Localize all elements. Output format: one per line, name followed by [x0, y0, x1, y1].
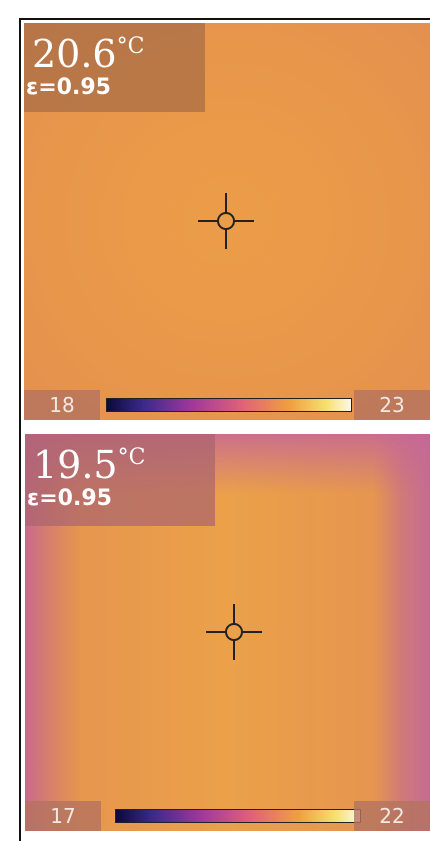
- thermal-image: 19.5°C ε=0.95 17 22: [25, 434, 430, 831]
- color-bar: [106, 398, 352, 412]
- emissivity: ε=0.95: [26, 75, 111, 100]
- unit: °C: [117, 34, 145, 59]
- color-bar: [115, 809, 361, 823]
- page: {"panels": [ {"temperature": "20.6", "un…: [0, 0, 430, 841]
- scale-min: 18: [24, 390, 100, 420]
- temperature: 19.5: [33, 443, 118, 487]
- temperature: 20.6: [32, 32, 117, 76]
- crosshair: [204, 602, 264, 662]
- scale-max: 23: [354, 390, 430, 420]
- scale-max: 22: [354, 801, 430, 831]
- unit: °C: [118, 445, 146, 470]
- temperature-line: 19.5°C: [33, 436, 145, 487]
- scale-min: 17: [25, 801, 101, 831]
- temperature-line: 20.6°C: [32, 25, 144, 76]
- emissivity: ε=0.95: [27, 486, 112, 511]
- crosshair: [196, 191, 256, 251]
- thermal-image: 20.6°C ε=0.95 18 23: [24, 23, 430, 420]
- readout: 20.6°C ε=0.95: [24, 23, 205, 112]
- readout: 19.5°C ε=0.95: [25, 434, 215, 526]
